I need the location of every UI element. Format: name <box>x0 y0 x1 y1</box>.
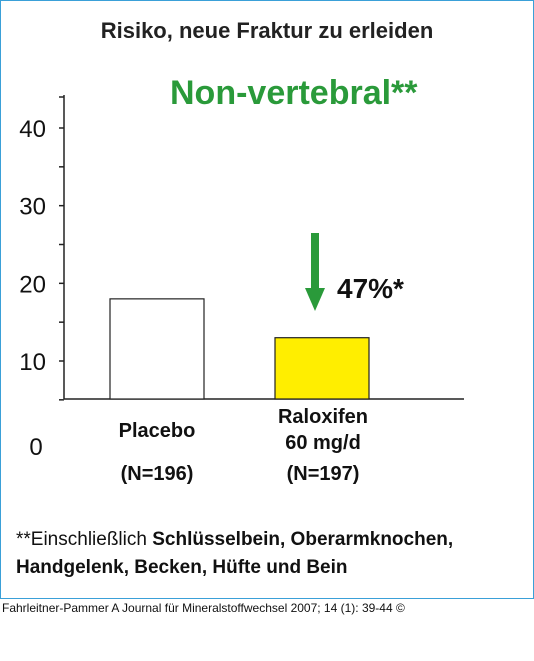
annotation-label: 47%* <box>337 273 404 304</box>
category-label: Raloxifen <box>278 406 368 428</box>
y-tick-label: 40 <box>19 116 46 143</box>
footnote-bold-1: Schlüsselbein, Oberarmknochen, <box>152 529 454 550</box>
y-tick-label: 10 <box>19 349 46 376</box>
y-zero-label: 0 <box>29 434 42 461</box>
footnote-regular: **Einschließlich <box>16 529 153 550</box>
bar-1 <box>109 298 205 400</box>
footnote-bold-2: Handgelenk, Becken, Hüfte und Bein <box>16 557 348 578</box>
category-label: (N=197) <box>287 463 360 485</box>
annotation-arrow-head <box>305 288 325 311</box>
bar-2 <box>274 337 370 400</box>
y-tick-label: 20 <box>19 271 46 298</box>
chart-subtitle: Non-vertebral** <box>170 74 418 112</box>
category-label: (N=196) <box>121 463 194 485</box>
chart-title: Risiko, neue Fraktur zu erleiden <box>100 18 434 43</box>
annotation-arrow-shaft <box>311 233 319 291</box>
category-label: Placebo <box>119 420 196 442</box>
source-citation: Fahrleitner-Pammer A Journal für Mineral… <box>2 601 405 615</box>
footnote: **Einschließlich Schlüsselbein, Oberarmk… <box>16 526 453 582</box>
figure-panel <box>0 0 534 599</box>
y-tick-label: 30 <box>19 194 46 221</box>
bar-chart: 10 20 30 40 0 Placebo (N=196) Raloxifen 60 mg/d (… <box>19 95 464 485</box>
category-label: 60 mg/d <box>285 432 361 454</box>
